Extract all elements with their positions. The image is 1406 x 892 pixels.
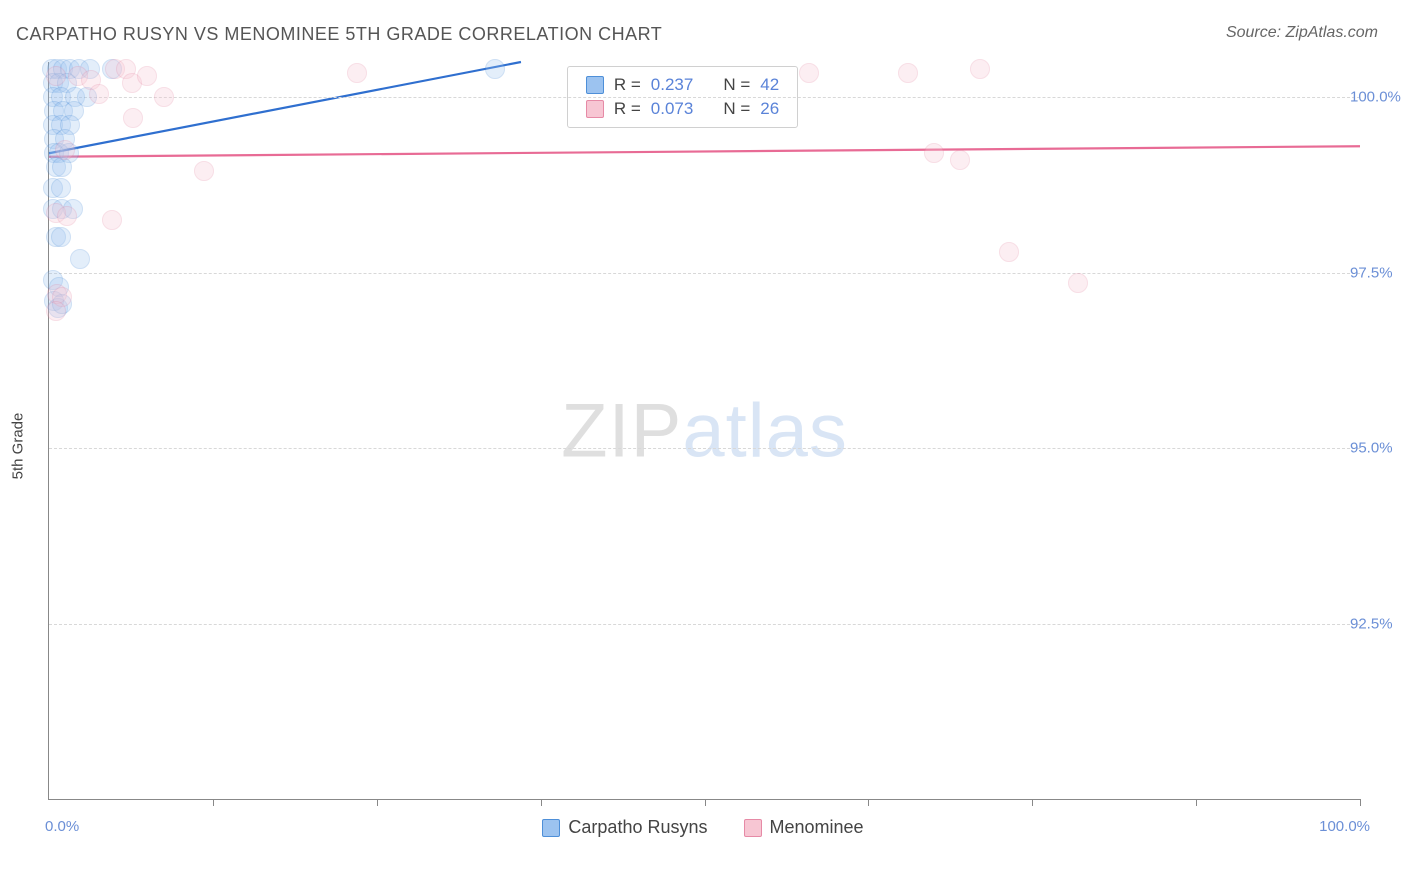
data-point [123,108,143,128]
gridline-h [49,273,1360,274]
data-point [137,66,157,86]
data-point [154,87,174,107]
trend-lines [49,62,1360,799]
x-tick [1196,799,1197,806]
data-point [89,84,109,104]
data-point [194,161,214,181]
data-point [51,227,71,247]
x-tick [1360,799,1361,806]
legend-correlation-row: R = 0.237 N = 42 [586,73,779,97]
x-tick [377,799,378,806]
legend-r-value: 0.073 [651,99,694,119]
data-point [57,206,77,226]
legend-label: Carpatho Rusyns [568,817,707,838]
trend-line [49,146,1360,157]
legend-n-value: 26 [760,99,779,119]
data-point [52,157,72,177]
legend-n-label: N = [723,75,750,95]
data-point [51,178,71,198]
data-point [970,59,990,79]
data-point [485,59,505,79]
data-point [999,242,1019,262]
data-point [347,63,367,83]
data-point [924,143,944,163]
x-tick [213,799,214,806]
legend-item: Carpatho Rusyns [542,817,707,838]
y-axis-label: 5th Grade [10,413,27,480]
data-point [1068,273,1088,293]
x-tick [868,799,869,806]
y-tick-label: 95.0% [1350,440,1406,457]
legend-swatch [586,100,604,118]
data-point [898,63,918,83]
gridline-h [49,97,1360,98]
plot-area: ZIPatlas R =0.237N =42R =0.073N =26 0.0%… [48,62,1360,800]
y-tick-label: 97.5% [1350,264,1406,281]
legend-r-label: R = [614,75,641,95]
legend-swatch [542,819,560,837]
watermark-atlas: atlas [682,388,848,473]
legend-bottom: Carpatho Rusyns Menominee [0,817,1406,838]
y-tick-label: 100.0% [1350,89,1406,106]
legend-r-value: 0.237 [651,75,694,95]
watermark: ZIPatlas [561,387,848,474]
data-point [46,66,66,86]
watermark-zip: ZIP [561,388,682,473]
data-point [799,63,819,83]
data-point [46,301,66,321]
legend-n-label: N = [723,99,750,119]
legend-n-value: 42 [760,75,779,95]
y-tick-label: 92.5% [1350,615,1406,632]
chart-title: CARPATHO RUSYN VS MENOMINEE 5TH GRADE CO… [16,24,662,45]
gridline-h [49,448,1360,449]
x-tick [705,799,706,806]
legend-label: Menominee [770,817,864,838]
data-point [70,249,90,269]
legend-r-label: R = [614,99,641,119]
legend-swatch [586,76,604,94]
gridline-h [49,624,1360,625]
data-point [102,210,122,230]
legend-item: Menominee [744,817,864,838]
data-point [55,140,75,160]
legend-swatch [744,819,762,837]
data-point [950,150,970,170]
x-tick [541,799,542,806]
legend-correlation-row: R = 0.073 N = 26 [586,97,779,121]
source-label: Source: ZipAtlas.com [1226,24,1378,42]
x-tick [1032,799,1033,806]
